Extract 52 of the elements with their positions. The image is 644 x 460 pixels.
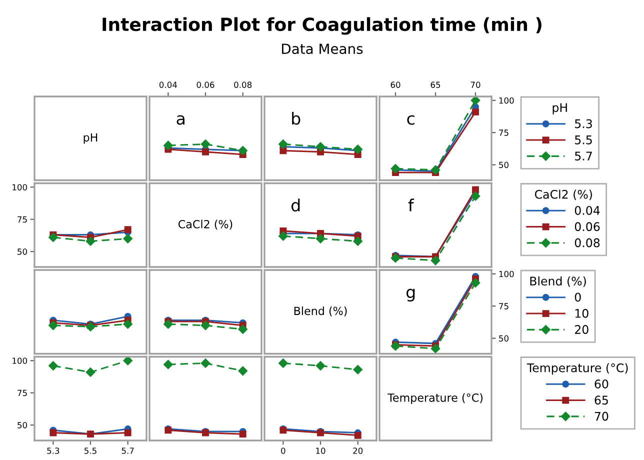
legend-label: 5.7 <box>575 152 592 160</box>
text: Interaction Plot for Coagulation time (min ) <box>102 17 542 35</box>
annotation: d <box>291 198 300 212</box>
legend-label: 5.3 <box>575 119 592 128</box>
x-tick-label: 5.5 <box>84 448 96 454</box>
text: Data Means <box>282 44 363 54</box>
x-tick-label: 70 <box>470 82 480 88</box>
legend-label: 10 <box>575 308 588 318</box>
y-tick-label: 100 <box>499 270 514 278</box>
annotation: f <box>408 198 414 212</box>
text: pH <box>84 133 98 144</box>
y-tick-label: 100 <box>12 184 27 190</box>
legend-label: 0.06 <box>574 222 600 232</box>
legend-title: Temperature (°C) <box>526 363 628 375</box>
y-tick-label: 50 <box>18 422 27 428</box>
x-tick-label: 60 <box>390 82 400 88</box>
legend-label: 60 <box>594 380 608 388</box>
y-tick-label: 50 <box>18 248 27 255</box>
x-tick-label: 0.04 <box>159 82 177 88</box>
x-tick-label: 5.3 <box>47 448 60 454</box>
text: Temperature (°C) <box>388 393 482 404</box>
x-tick-label: 20 <box>353 448 363 454</box>
legend-title: CaCl2 (%) <box>534 190 592 200</box>
legend-label: 0.04 <box>574 206 600 215</box>
annotation: a <box>176 115 184 125</box>
legend-label: 20 <box>574 325 588 334</box>
y-tick-label: 75 <box>18 390 27 396</box>
y-tick-label: 75 <box>499 303 508 310</box>
x-tick-label: 10 <box>316 448 326 454</box>
legend-label: 70 <box>594 412 608 421</box>
legend-title: Blend (%) <box>530 276 586 287</box>
x-tick-label: 65 <box>430 82 440 88</box>
legend-label: 0 <box>574 292 581 302</box>
y-tick-label: 50 <box>499 162 508 168</box>
x-tick-label: 0.06 <box>196 82 214 88</box>
text: CaCl2 (%) <box>178 220 232 230</box>
x-tick-label: 5.7 <box>122 448 134 454</box>
annotation: g <box>406 288 415 302</box>
text: Blend (%) <box>294 306 347 316</box>
annotation: c <box>407 115 414 125</box>
legend-title: pH <box>552 103 567 114</box>
legend-label: 65 <box>594 396 608 405</box>
y-tick-label: 50 <box>499 335 508 342</box>
legend-label: 5.5 <box>575 136 592 144</box>
x-tick-label: 0.08 <box>234 82 252 88</box>
annotation: b <box>292 112 300 125</box>
legend-label: 0.08 <box>574 238 600 248</box>
y-tick-label: 75 <box>499 130 508 136</box>
y-tick-label: 75 <box>18 216 27 223</box>
y-tick-label: 100 <box>12 358 27 364</box>
x-tick-label: 0 <box>281 448 286 454</box>
y-tick-label: 100 <box>499 97 514 104</box>
